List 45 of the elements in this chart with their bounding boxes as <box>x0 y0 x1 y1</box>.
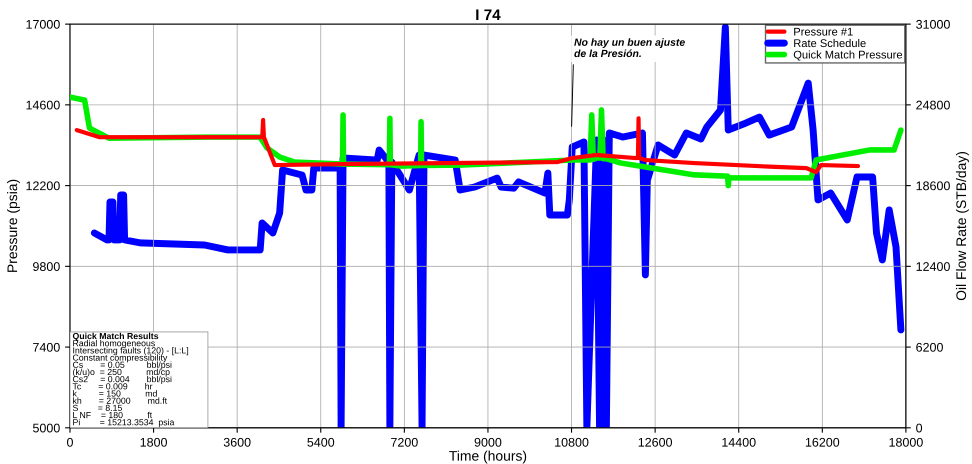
y2-tick-label: 31000 <box>916 20 950 29</box>
y2-tick-label: 12400 <box>916 262 950 271</box>
x-tick-label: 10800 <box>555 438 588 447</box>
annotation: k = 150 md <box>73 390 157 397</box>
y-tick-label: 7400 <box>33 342 60 352</box>
y2-tick-label: 6200 <box>916 342 943 352</box>
x-tick-label: 18000 <box>889 438 923 447</box>
annotation: S = 8.15 <box>72 404 122 411</box>
x-tick-label: 7200 <box>391 438 418 447</box>
annotation: No hay un buen ajuste de la Presión. <box>574 38 685 58</box>
legend-label: Quick Match Pressure <box>794 50 902 61</box>
y-tick-label: 9800 <box>33 262 60 271</box>
y2-tick-label: 24800 <box>916 100 950 110</box>
annotation: Tc = 0.009 hr <box>72 383 152 390</box>
x-tick-label: 0 <box>66 438 73 447</box>
x-tick-label: 5400 <box>307 438 334 447</box>
legend-label: Pressure #1 <box>794 28 853 36</box>
annotation: (k/u)o = 250 md/cp <box>73 368 170 377</box>
annotation: L NF = 180 ft <box>73 412 152 418</box>
x-tick-label: 16200 <box>806 438 840 447</box>
line-series <box>74 116 860 174</box>
annotation: Cs2 = 0.004 bbl/psi <box>72 376 172 384</box>
y-axis-title: Pressure (psia) <box>7 180 20 272</box>
x-tick-label: 3600 <box>224 438 251 447</box>
y-tick-label: 14600 <box>26 100 60 110</box>
chart-title: I 74 <box>476 9 501 20</box>
y2-axis-title: Oil Flow Rate (STB/day) <box>956 152 969 300</box>
annotation: kh = 27000 md.ft <box>73 397 168 404</box>
annotation: Radial homogeneous <box>73 340 155 348</box>
x-tick-label: 9000 <box>474 438 502 447</box>
y-tick-label: 12200 <box>26 181 60 190</box>
annotation: Quick Match Results <box>72 332 158 341</box>
y2-tick-label: 0 <box>916 424 922 432</box>
annotation: Pi = 15213.3534 psia <box>73 418 174 428</box>
legend-label: Rate Schedule <box>794 38 866 48</box>
annotation: Cs = 0.05 bbl/psi <box>72 361 172 370</box>
x-tick-label: 1800 <box>140 438 167 447</box>
x-axis-title: Time (hours) <box>449 450 526 464</box>
x-tick-label: 12600 <box>638 438 672 447</box>
y2-tick-label: 18600 <box>916 181 950 190</box>
annotation: Constant compressibility <box>72 354 168 362</box>
x-tick-label: 14400 <box>722 438 756 447</box>
y-tick-label: 17000 <box>26 20 60 29</box>
annotation: Intersecting faults (120) - [L:L] <box>73 347 188 356</box>
y-tick-label: 5000 <box>32 424 60 432</box>
